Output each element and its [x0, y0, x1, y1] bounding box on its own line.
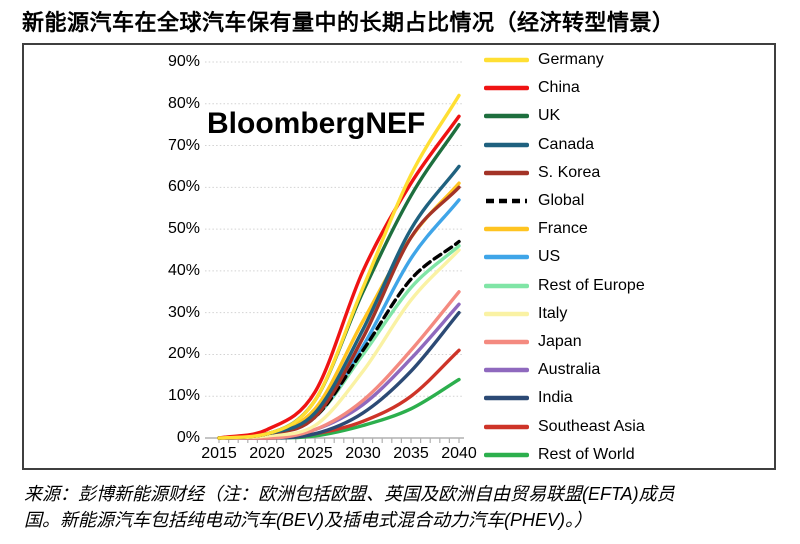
series-line-rest-of-europe: [217, 244, 461, 440]
series-line-italy: [217, 248, 461, 440]
y-axis-label: 90%: [167, 53, 200, 70]
legend-label: Rest of World: [538, 445, 635, 463]
legend-item-rest-of-europe: Rest of Europe: [484, 272, 774, 300]
legend-swatch-icon: [484, 114, 529, 119]
legend-swatch-icon: [484, 424, 529, 429]
series-line-china: [217, 114, 461, 440]
legend-item-global: Global: [484, 187, 774, 215]
y-axis-label: 70%: [167, 136, 200, 154]
legend-swatch-icon: [484, 86, 529, 91]
legend-label: Italy: [538, 304, 568, 322]
legend-swatch-icon: [484, 367, 529, 373]
legend-label: France: [538, 220, 588, 238]
legend-label: Southeast Asia: [538, 417, 645, 435]
legend-item-us: US: [484, 243, 774, 271]
legend-label: Germany: [538, 51, 604, 69]
legend-label: India: [538, 389, 573, 407]
legend-label: China: [538, 79, 580, 97]
line-chart-plot: [205, 61, 464, 443]
legend-swatch-icon: [484, 396, 529, 401]
legend-item-italy: Italy: [484, 300, 774, 328]
y-axis-label: 80%: [167, 94, 200, 112]
legend-swatch-icon: [484, 339, 529, 345]
legend-label: Canada: [538, 135, 595, 153]
legend-item-japan: Japan: [484, 328, 774, 356]
legend-item-rest-of-world: Rest of World: [484, 441, 774, 469]
series-line-japan: [217, 290, 461, 440]
y-axis-label: 10%: [167, 387, 200, 405]
source-note: 来源：彭博新能源财经（注：欧洲包括欧盟、英国及欧洲自由贸易联盟(EFTA)成员 …: [24, 481, 788, 533]
x-axis-label: 2030: [345, 445, 381, 462]
y-axis-label: 30%: [167, 303, 200, 321]
legend-swatch-icon: [484, 226, 529, 232]
legend-label: US: [538, 248, 561, 266]
legend-label: Global: [538, 192, 585, 210]
x-axis-label: 2020: [249, 445, 285, 462]
legend-label: Japan: [538, 332, 582, 350]
y-axis-label: 0%: [176, 429, 200, 446]
series-line-germany: [217, 93, 461, 440]
series-line-canada: [217, 164, 461, 440]
legend-swatch-icon: [484, 255, 529, 260]
legend-label: S. Korea: [538, 163, 601, 181]
y-axis-label: 50%: [167, 220, 200, 238]
x-axis-label: 2025: [297, 445, 333, 462]
y-axis-label: 20%: [167, 345, 200, 363]
y-axis-label: 40%: [167, 261, 200, 279]
legend-swatch-icon: [484, 452, 529, 457]
chart-panel: BloombergNEF 0% 10% 20% 30% 40% 50% 60% 70% 80% 9…: [22, 43, 776, 470]
legend-swatch-icon: [484, 57, 529, 63]
legend-swatch-icon: [484, 283, 529, 288]
legend-swatch-icon: [484, 170, 529, 176]
x-axis-label: 2015: [201, 445, 237, 462]
y-axis-label: 60%: [167, 178, 200, 196]
legend-swatch-icon: [484, 311, 529, 317]
legend-item-australia: Australia: [484, 356, 774, 384]
legend-item-southeast-asia: Southeast Asia: [484, 412, 774, 440]
page-title: 新能源汽车在全球汽车保有量中的长期占比情况（经济转型情景）: [22, 10, 675, 35]
legend-item-s-korea: S. Korea: [484, 159, 774, 187]
chart-legend: Germany China UK Canada S. Korea Global France…: [484, 46, 774, 469]
legend-item-germany: Germany: [484, 46, 774, 74]
legend-swatch-icon: [484, 142, 529, 147]
x-axis-label: 2040: [441, 445, 477, 462]
legend-item-india: India: [484, 384, 774, 412]
x-axis-label: 2035: [393, 445, 429, 462]
legend-label: Australia: [538, 361, 601, 379]
source-note-line2: 国。新能源汽车包括纯电动汽车(BEV)及插电式混合动力汽车(PHEV)。）: [24, 510, 593, 530]
legend-item-france: France: [484, 215, 774, 243]
legend-label: Rest of Europe: [538, 276, 645, 294]
legend-item-canada: Canada: [484, 131, 774, 159]
legend-item-china: China: [484, 74, 774, 102]
legend-swatch-icon: [486, 198, 527, 204]
legend-label: UK: [538, 107, 561, 125]
bloombergnef-watermark: BloombergNEF: [207, 107, 426, 140]
source-note-line1: 来源：彭博新能源财经（注：欧洲包括欧盟、英国及欧洲自由贸易联盟(EFTA)成员: [24, 484, 675, 504]
legend-item-uk: UK: [484, 102, 774, 130]
